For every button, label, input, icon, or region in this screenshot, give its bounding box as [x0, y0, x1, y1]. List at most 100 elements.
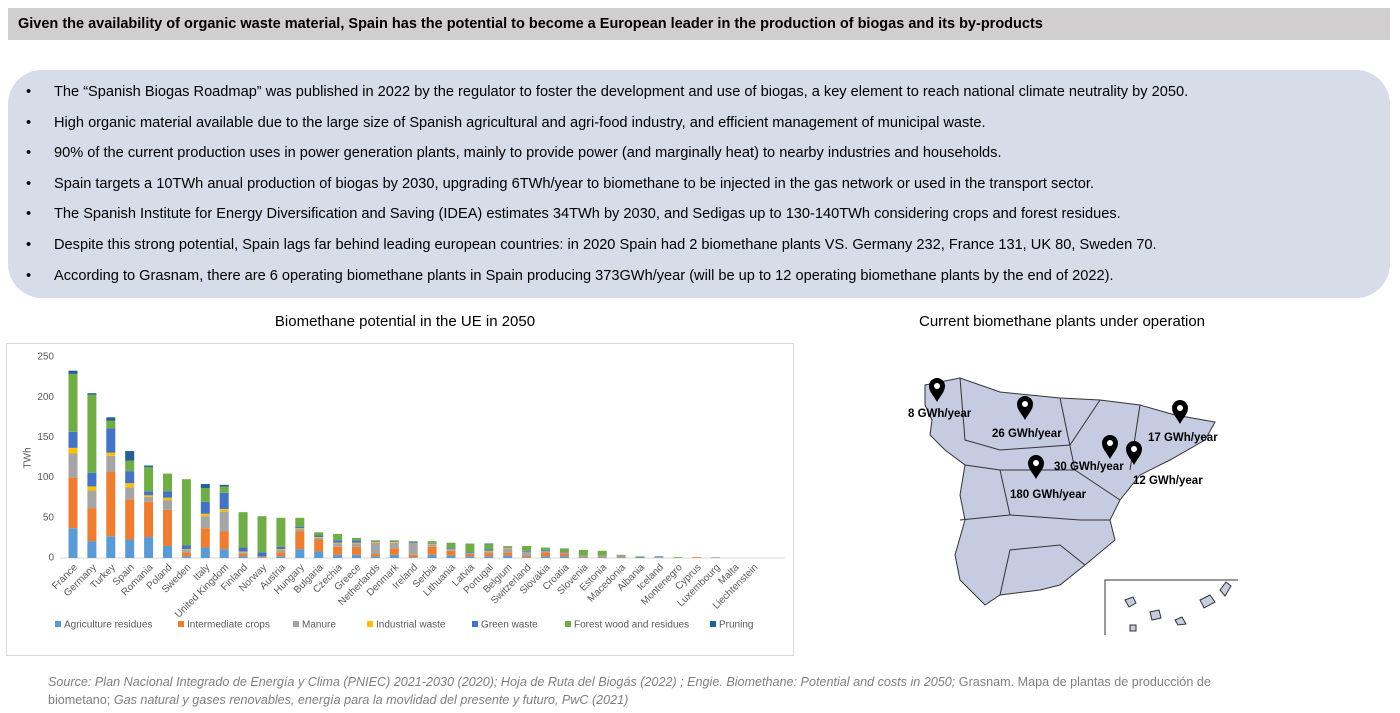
- bar-segment: [484, 553, 494, 557]
- pin-icon: [929, 378, 945, 402]
- bar-segment: [597, 557, 607, 558]
- bar-segment: [427, 544, 437, 547]
- bar-segment: [314, 535, 324, 538]
- bar-segment: [181, 549, 191, 553]
- bar-segment: [522, 551, 532, 556]
- legend-swatch: [55, 621, 61, 627]
- chart-title: Biomethane potential in the UE in 2050: [275, 313, 535, 330]
- source-part: Gas natural y gases renovables, energía …: [113, 693, 629, 707]
- bar-segment: [597, 556, 607, 558]
- bar-segment: [408, 541, 418, 542]
- bar-segment: [389, 541, 399, 543]
- bar-segment: [125, 499, 135, 540]
- pin-icon: [1126, 441, 1142, 465]
- bar-segment: [314, 551, 324, 558]
- bar-segment: [276, 549, 286, 553]
- y-tick-label: 200: [37, 392, 54, 403]
- bar-segment: [408, 557, 418, 558]
- pin-hole: [1131, 446, 1137, 452]
- bar-segment: [106, 536, 116, 558]
- bar-segment: [276, 517, 286, 547]
- bar-segment: [616, 557, 626, 558]
- bar-segment: [163, 500, 172, 510]
- bar-segment: [370, 556, 380, 558]
- map: [924, 377, 1238, 635]
- bar-segment: [68, 447, 78, 454]
- bar-segment: [446, 548, 456, 550]
- map-pin: [1028, 455, 1044, 479]
- bar-segment: [503, 555, 513, 558]
- y-tick-label: 50: [43, 512, 55, 523]
- legend-label: Industrial waste: [376, 620, 446, 631]
- bar-segment: [465, 543, 475, 553]
- bar-segment: [295, 526, 305, 529]
- bullet: High organic material available due to t…: [22, 113, 1188, 144]
- bar-segment: [352, 540, 361, 543]
- pin-icon: [1017, 396, 1033, 420]
- canary-frame: [1104, 579, 1238, 635]
- bar-segment: [125, 483, 135, 488]
- bullet: The “Spanish Biogas Roadmap” was publish…: [22, 82, 1188, 113]
- bar-segment: [68, 373, 78, 432]
- legend-label: Agriculture residues: [64, 620, 152, 631]
- bar-segment: [87, 394, 97, 473]
- bar-segment: [541, 552, 550, 557]
- bar-segment: [314, 537, 324, 540]
- bar-segment: [68, 370, 78, 374]
- bar-segment: [578, 556, 588, 558]
- bar-segment: [522, 555, 532, 558]
- map-pin: [929, 378, 945, 402]
- bar-segment: [238, 551, 248, 553]
- bar-segment: [125, 539, 135, 558]
- bar-segment: [200, 528, 210, 548]
- bar-segment: [163, 509, 172, 546]
- bar-segment: [465, 552, 475, 554]
- bar-segment: [219, 531, 229, 550]
- bar-segment: [389, 541, 399, 542]
- bar-segment: [635, 556, 645, 558]
- bar-segment: [370, 541, 380, 542]
- bar-segment: [541, 549, 550, 551]
- bar-segment: [352, 554, 361, 558]
- bar-segment: [314, 537, 324, 538]
- bar-segment: [181, 479, 191, 546]
- bar-segment: [541, 547, 550, 550]
- pin-hole: [1107, 440, 1113, 446]
- map-pin: [1172, 400, 1188, 424]
- plant-label: 26 GWh/year: [992, 428, 1062, 440]
- bar-segment: [238, 547, 248, 552]
- region-borders: [959, 377, 1141, 596]
- bar-segment: [68, 431, 78, 448]
- source-part: Source: Plan Nacional Integrado de Energ…: [48, 675, 956, 689]
- bar-segment: [276, 546, 286, 550]
- bar-segment: [333, 533, 343, 541]
- bar-segment: [578, 549, 588, 556]
- plant-label: 8 GWh/year: [908, 408, 972, 420]
- bar-segment: [106, 420, 116, 429]
- y-tick-label: 150: [37, 432, 54, 443]
- bar-segment: [578, 557, 588, 558]
- bar-segment: [370, 553, 380, 557]
- bar-segment: [181, 552, 191, 557]
- bar-segment: [503, 548, 513, 553]
- legend-swatch: [178, 621, 184, 627]
- bar-segment: [87, 490, 97, 509]
- bar-segment: [465, 553, 475, 557]
- pin-icon: [1102, 435, 1118, 459]
- legend-label: Pruning: [719, 620, 753, 631]
- bar-segment: [144, 465, 154, 468]
- bar-segment: [87, 541, 97, 558]
- map-pin: [1126, 441, 1142, 465]
- bar-segment: [219, 549, 229, 558]
- bar-segment: [144, 496, 154, 502]
- plant-label: 17 GWh/year: [1148, 432, 1218, 444]
- legend-swatch: [710, 621, 716, 627]
- bar-segment: [333, 542, 343, 544]
- bar-segment: [352, 537, 361, 541]
- bar-segment: [389, 548, 399, 555]
- bar-segment: [522, 557, 532, 558]
- bar-segment: [333, 546, 343, 555]
- bar-segment: [465, 553, 475, 554]
- bar-segment: [106, 428, 116, 453]
